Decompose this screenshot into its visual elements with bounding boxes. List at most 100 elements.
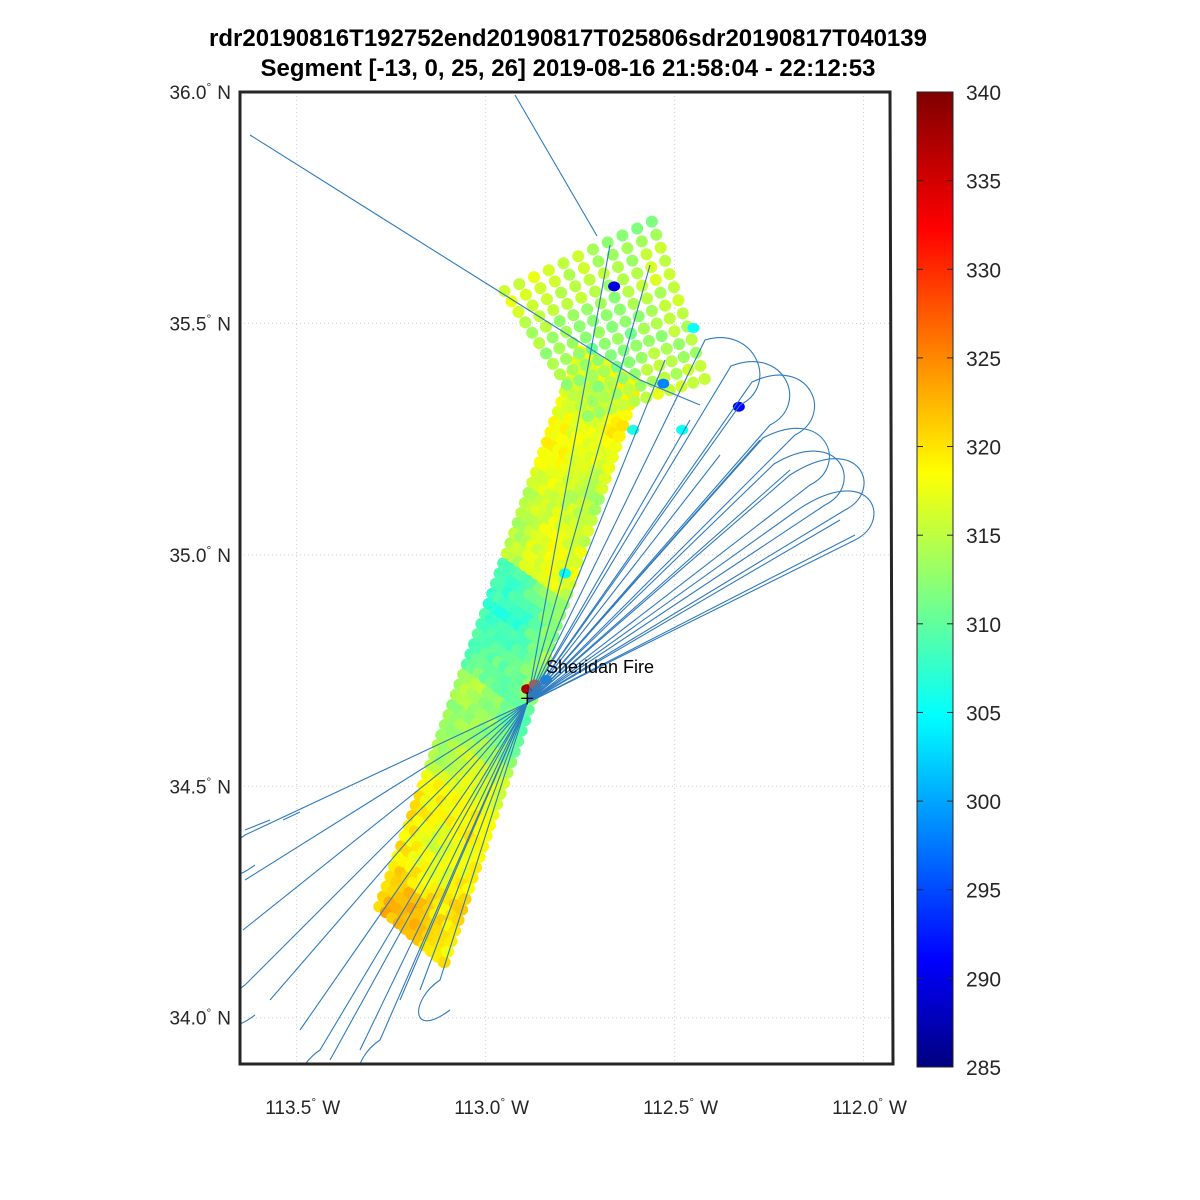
colorbar-tick-label: 300 xyxy=(966,791,1001,814)
swath-pixel xyxy=(617,273,630,286)
swath-pixel xyxy=(605,402,618,415)
swath-pixel xyxy=(560,378,573,391)
swath-pixel xyxy=(555,286,568,299)
flight-path xyxy=(526,427,830,704)
swath-pixel xyxy=(622,383,635,396)
temperature-swath xyxy=(373,215,745,969)
flight-path xyxy=(526,264,651,704)
temperature-spot xyxy=(687,323,700,334)
swath-pixel xyxy=(632,310,645,323)
swath-pixel xyxy=(526,299,539,312)
swath-pixel xyxy=(659,299,672,312)
swath-pixel xyxy=(557,257,570,270)
temperature-spot xyxy=(608,281,621,292)
swath-pixel xyxy=(566,363,579,376)
flight-path xyxy=(358,702,528,1064)
flight-path xyxy=(419,702,528,991)
flight-path xyxy=(298,702,528,1064)
swath-pixel xyxy=(635,235,648,248)
swath-pixel xyxy=(602,461,616,474)
swath-pixel xyxy=(637,322,650,335)
flight-path xyxy=(329,702,528,1061)
temperature-spot xyxy=(559,568,571,579)
latitude-tick-label: 35.5° N xyxy=(169,311,231,335)
flight-path xyxy=(244,819,271,831)
swath-pixel xyxy=(634,379,647,392)
swath-pixel xyxy=(593,406,606,419)
swath-pixel xyxy=(570,556,584,569)
latitude-tick-label: 34.0° N xyxy=(169,1006,231,1030)
swath-pixel xyxy=(652,387,664,400)
swath-pixel xyxy=(547,357,559,370)
flight-path xyxy=(526,519,841,704)
flight-path xyxy=(249,134,701,406)
flight-path xyxy=(526,458,865,704)
swath-pixel xyxy=(547,304,560,316)
swath-pixel xyxy=(490,798,504,811)
colorbar-tick-label: 330 xyxy=(966,259,1001,282)
swath-pixel xyxy=(567,389,580,402)
swath-pixel xyxy=(444,935,458,948)
swath-pixel xyxy=(626,254,639,267)
swath-pixel xyxy=(581,410,594,422)
latitude-tick-label: 36.0° N xyxy=(169,80,231,104)
swath-pixel xyxy=(448,924,462,937)
longitude-tick-label: 112.0° W xyxy=(832,1095,907,1119)
swath-pixel xyxy=(546,630,560,643)
swath-pixel xyxy=(698,373,711,385)
longitude-tick-label: 112.5° W xyxy=(643,1095,718,1119)
swath-pixel xyxy=(493,787,507,800)
chart-subtitle: Segment [-13, 0, 25, 26] 2019-08-16 21:5… xyxy=(260,55,875,82)
swath-pixel xyxy=(497,777,511,790)
swath-pixel xyxy=(519,316,532,329)
swath-pixel xyxy=(677,351,690,363)
swath-pixel xyxy=(643,334,655,347)
flight-path xyxy=(526,490,875,704)
swath-pixel xyxy=(685,333,698,346)
swath-pixel xyxy=(650,228,663,241)
swath-pixel xyxy=(592,380,605,393)
flight-path xyxy=(244,702,528,881)
swath-pixel xyxy=(587,243,599,256)
swath-pixel xyxy=(598,472,612,485)
swath-pixel xyxy=(631,267,644,280)
flight-path xyxy=(240,702,528,877)
swath-pixel xyxy=(663,312,676,325)
colorbar-tick-label: 285 xyxy=(966,1057,1001,1080)
swath-pixel xyxy=(563,268,576,281)
swath-pixel xyxy=(512,305,525,318)
colorbar-tick-label: 335 xyxy=(966,171,1001,194)
colorbar-tick-label: 340 xyxy=(966,82,1001,105)
swath-pixel xyxy=(569,280,582,293)
swath-pixel xyxy=(663,268,676,281)
flight-path xyxy=(269,702,528,1001)
swath-pixel xyxy=(616,419,630,432)
swath-pixel xyxy=(540,293,553,306)
flight-path xyxy=(240,702,528,1027)
flight-path xyxy=(526,439,761,704)
swath-pixel xyxy=(619,315,632,328)
swath-pixel xyxy=(554,368,566,381)
swath-pixel xyxy=(601,236,614,249)
swath-pixel xyxy=(616,229,629,242)
swath-pixel xyxy=(690,346,702,359)
swath-pixel xyxy=(604,376,617,389)
swath-pixel xyxy=(540,320,552,333)
swath-pixel xyxy=(577,262,590,275)
colorbar-tick-label: 295 xyxy=(966,880,1001,903)
swath-pixel xyxy=(598,365,611,378)
swath-pixel xyxy=(577,535,591,548)
swath-pixel xyxy=(668,325,681,338)
colorbar: 340 335 330 325 320 315 310 305 300 295 290 285 xyxy=(916,82,1001,1080)
swath-pixel xyxy=(609,440,623,453)
swath-pixel xyxy=(676,307,689,320)
temperature-spot xyxy=(657,378,670,389)
flight-path xyxy=(526,534,856,704)
chart-title: rdr20190816T192752end20190817T025806sdr2… xyxy=(209,25,927,52)
swath-pixel xyxy=(665,355,678,368)
longitude-tick-labels: 113.5° W 113.0° W 112.5° W 112.0° W xyxy=(265,1095,907,1119)
swath-pixel xyxy=(553,342,566,355)
swath-pixel xyxy=(548,275,561,288)
swath-pixel xyxy=(566,336,579,349)
